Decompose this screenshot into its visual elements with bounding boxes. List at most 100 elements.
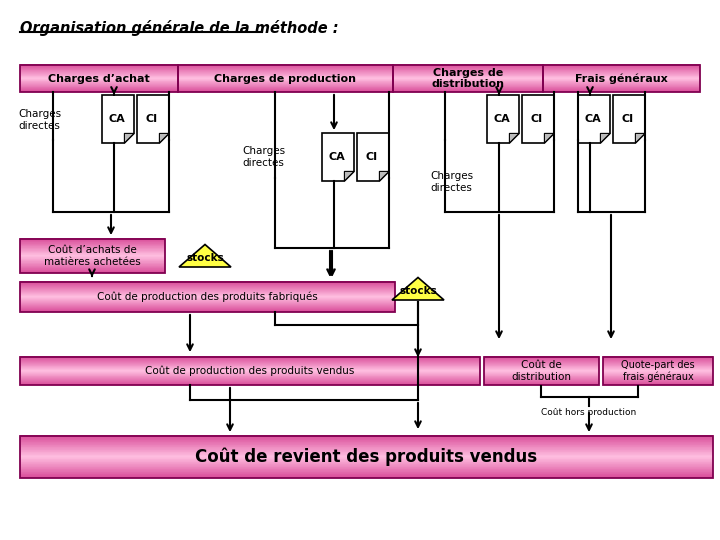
Bar bbox=[20, 462, 713, 463]
Bar bbox=[393, 71, 543, 72]
Bar bbox=[393, 67, 543, 68]
Bar bbox=[20, 252, 165, 253]
Bar bbox=[20, 370, 480, 371]
Bar bbox=[20, 365, 480, 366]
Bar bbox=[20, 472, 713, 474]
Bar bbox=[178, 68, 393, 69]
Bar bbox=[603, 382, 713, 383]
Bar bbox=[484, 367, 599, 368]
Text: Charges
directes: Charges directes bbox=[18, 109, 61, 131]
Bar bbox=[20, 457, 713, 458]
Bar bbox=[20, 288, 395, 289]
Bar bbox=[20, 450, 713, 451]
Bar bbox=[20, 367, 480, 368]
Bar bbox=[20, 253, 165, 254]
Bar bbox=[178, 65, 393, 92]
Bar bbox=[20, 437, 713, 439]
Bar bbox=[20, 471, 713, 472]
Bar bbox=[20, 240, 165, 241]
Bar bbox=[543, 70, 700, 71]
Bar bbox=[20, 258, 165, 259]
Bar bbox=[484, 364, 599, 365]
Bar bbox=[543, 70, 700, 71]
Bar bbox=[484, 360, 599, 361]
Bar bbox=[20, 295, 395, 296]
Bar bbox=[20, 357, 480, 358]
Bar bbox=[603, 382, 713, 383]
Bar bbox=[20, 298, 395, 299]
Bar bbox=[20, 267, 165, 268]
Bar bbox=[20, 461, 713, 462]
Bar bbox=[484, 380, 599, 381]
Bar bbox=[20, 80, 178, 82]
Bar bbox=[20, 369, 480, 370]
Bar bbox=[20, 74, 178, 75]
Bar bbox=[393, 69, 543, 70]
Bar bbox=[20, 376, 480, 377]
Bar bbox=[20, 82, 178, 83]
Bar bbox=[20, 472, 713, 473]
Bar bbox=[20, 461, 713, 462]
Bar bbox=[393, 74, 543, 75]
Bar bbox=[393, 68, 543, 69]
Bar bbox=[543, 87, 700, 88]
Bar bbox=[20, 305, 395, 306]
Bar bbox=[484, 371, 599, 372]
Bar bbox=[20, 85, 178, 86]
Bar bbox=[484, 360, 599, 361]
Bar bbox=[20, 308, 395, 309]
Text: Coût hors production: Coût hors production bbox=[541, 408, 636, 417]
Bar bbox=[543, 87, 700, 89]
Bar bbox=[603, 370, 713, 371]
Text: CA: CA bbox=[108, 114, 125, 124]
Bar bbox=[20, 71, 178, 72]
Bar bbox=[20, 446, 713, 447]
Bar bbox=[543, 65, 700, 66]
Bar bbox=[20, 289, 395, 290]
Bar bbox=[603, 361, 713, 362]
Bar bbox=[20, 76, 178, 77]
Bar bbox=[20, 470, 713, 471]
Bar bbox=[20, 448, 713, 449]
Bar bbox=[20, 79, 178, 80]
Bar bbox=[603, 378, 713, 379]
Bar bbox=[178, 85, 393, 86]
Text: CI: CI bbox=[531, 114, 543, 124]
Bar bbox=[20, 295, 395, 296]
Text: Charges
directes: Charges directes bbox=[242, 146, 285, 168]
Bar bbox=[20, 380, 480, 381]
Bar bbox=[20, 300, 395, 301]
Polygon shape bbox=[379, 171, 389, 181]
Bar bbox=[20, 368, 480, 369]
Bar bbox=[393, 66, 543, 67]
Bar bbox=[20, 286, 395, 287]
Bar bbox=[603, 367, 713, 368]
Bar bbox=[20, 464, 713, 465]
Bar bbox=[20, 248, 165, 249]
Bar bbox=[20, 286, 395, 287]
Bar bbox=[20, 90, 178, 91]
Bar bbox=[20, 469, 713, 470]
Bar bbox=[484, 356, 599, 357]
Bar bbox=[178, 82, 393, 83]
Bar bbox=[20, 463, 713, 464]
Bar bbox=[484, 373, 599, 374]
Bar bbox=[20, 269, 165, 270]
Text: CA: CA bbox=[328, 152, 345, 162]
Bar bbox=[603, 367, 713, 368]
Bar bbox=[484, 380, 599, 381]
Bar bbox=[20, 245, 165, 246]
Bar bbox=[543, 75, 700, 76]
Bar bbox=[393, 78, 543, 79]
Text: stocks: stocks bbox=[186, 253, 224, 263]
Bar bbox=[20, 81, 178, 82]
Bar bbox=[484, 366, 599, 367]
Bar bbox=[20, 371, 480, 372]
Bar bbox=[543, 73, 700, 75]
Bar bbox=[20, 371, 480, 372]
Bar bbox=[20, 298, 395, 299]
Bar bbox=[20, 86, 178, 87]
Bar bbox=[543, 85, 700, 86]
Bar bbox=[20, 254, 165, 255]
Bar bbox=[603, 381, 713, 382]
